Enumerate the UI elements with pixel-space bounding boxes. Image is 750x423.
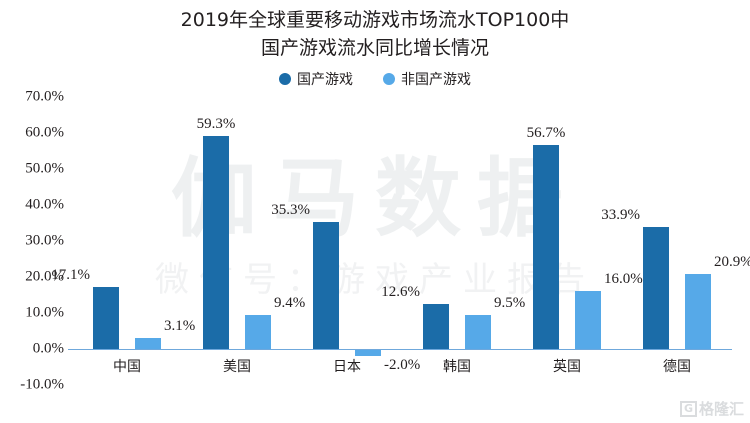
chart-legend: 国产游戏 非国产游戏 <box>0 69 750 89</box>
bar-非国产游戏-中国[interactable]: 3.1% <box>135 318 195 349</box>
x-axis-tick-label: 日本 <box>333 359 361 375</box>
bar-非国产游戏-德国[interactable]: 20.9% <box>685 254 750 349</box>
y-axis-tick-label: 0.0% <box>32 340 64 357</box>
bar-group: 56.7% 16.0% 英国 <box>512 97 643 385</box>
legend-item-1[interactable]: 国产游戏 <box>279 69 353 89</box>
bar-国产游戏-德国[interactable]: 33.9% <box>601 207 669 349</box>
bar-非国产游戏-韩国[interactable]: 9.5% <box>465 295 525 349</box>
bar-group: 59.3% 9.4% 美国 <box>182 97 306 385</box>
bar-国产游戏-中国[interactable]: 17.1% <box>51 267 119 349</box>
chart-title-line-1: 2019年全球重要移动游戏市场流水TOP100中 <box>180 9 570 31</box>
legend-marker-icon <box>383 73 395 85</box>
corner-logo-mark: G <box>679 400 697 417</box>
bar-非国产游戏-日本[interactable]: -2.0% <box>355 349 420 373</box>
bar-value-label: 12.6% <box>381 283 420 300</box>
x-axis-tick-label: 德国 <box>663 359 691 375</box>
bar-value-label: 3.1% <box>164 317 196 334</box>
y-axis-tick-label: 30.0% <box>25 232 64 249</box>
legend-label: 非国产游戏 <box>401 72 471 88</box>
bar-group: 17.1% 3.1% 中国 <box>51 97 195 385</box>
x-axis-tick-label: 美国 <box>223 359 251 375</box>
legend-label: 国产游戏 <box>297 72 353 88</box>
legend-marker-icon <box>279 73 291 85</box>
bar-国产游戏-日本[interactable]: 35.3% <box>271 202 339 349</box>
y-axis-tick-label: -10.0% <box>20 376 64 393</box>
corner-logo-watermark: G 格隆汇 <box>679 398 744 419</box>
bar-国产游戏-韩国[interactable]: 12.6% <box>381 284 449 349</box>
bar-value-label: 20.9% <box>714 253 750 270</box>
x-axis-tick-label: 英国 <box>553 359 581 375</box>
bar-group: 35.3% -2.0% 日本 <box>271 97 420 385</box>
legend-item-2[interactable]: 非国产游戏 <box>383 69 471 89</box>
y-axis-tick-label: 40.0% <box>25 196 64 213</box>
corner-logo-text: 格隆汇 <box>698 400 744 418</box>
bar-value-label: 59.3% <box>196 115 236 132</box>
bar-value-label: -2.0% <box>384 357 421 373</box>
y-axis-tick-label: 50.0% <box>25 160 64 177</box>
bar-value-label: 9.5% <box>494 294 526 311</box>
y-axis-tick-label: 20.0% <box>25 268 64 285</box>
chart-title: 2019年全球重要移动游戏市场流水TOP100中 国产游戏流水同比增长情况 <box>0 6 750 62</box>
bar-value-label: 56.7% <box>526 124 566 141</box>
y-axis-tick-label: 70.0% <box>25 88 64 105</box>
bar-国产游戏-美国[interactable]: 59.3% <box>197 116 235 349</box>
zero-axis-line <box>68 349 732 350</box>
y-axis-tick-label: 60.0% <box>25 124 64 141</box>
bar-group: 12.6% 9.5% 韩国 <box>381 97 525 385</box>
bar-value-label: 33.9% <box>601 206 640 223</box>
bar-value-label: 16.0% <box>604 271 643 288</box>
bar-value-label: 9.4% <box>274 295 306 312</box>
bar-value-label: 35.3% <box>271 201 310 218</box>
x-axis-tick-label: 中国 <box>113 359 141 375</box>
plot-area: 70.0% 60.0% 50.0% 40.0% 30.0% 20.0% 10.0% 0.0% -… <box>20 89 750 393</box>
bar-group: 33.9% 20.9% 德国 <box>601 97 750 385</box>
y-axis-tick-label: 10.0% <box>25 304 64 321</box>
x-axis-tick-label: 韩国 <box>443 359 471 375</box>
chart-title-line-2: 国产游戏流水同比增长情况 <box>260 37 489 59</box>
bar-非国产游戏-英国[interactable]: 16.0% <box>575 271 643 349</box>
bar-国产游戏-英国[interactable]: 56.7% <box>527 125 565 349</box>
bar-value-label: 17.1% <box>51 267 90 284</box>
bar-非国产游戏-美国[interactable]: 9.4% <box>245 295 305 349</box>
